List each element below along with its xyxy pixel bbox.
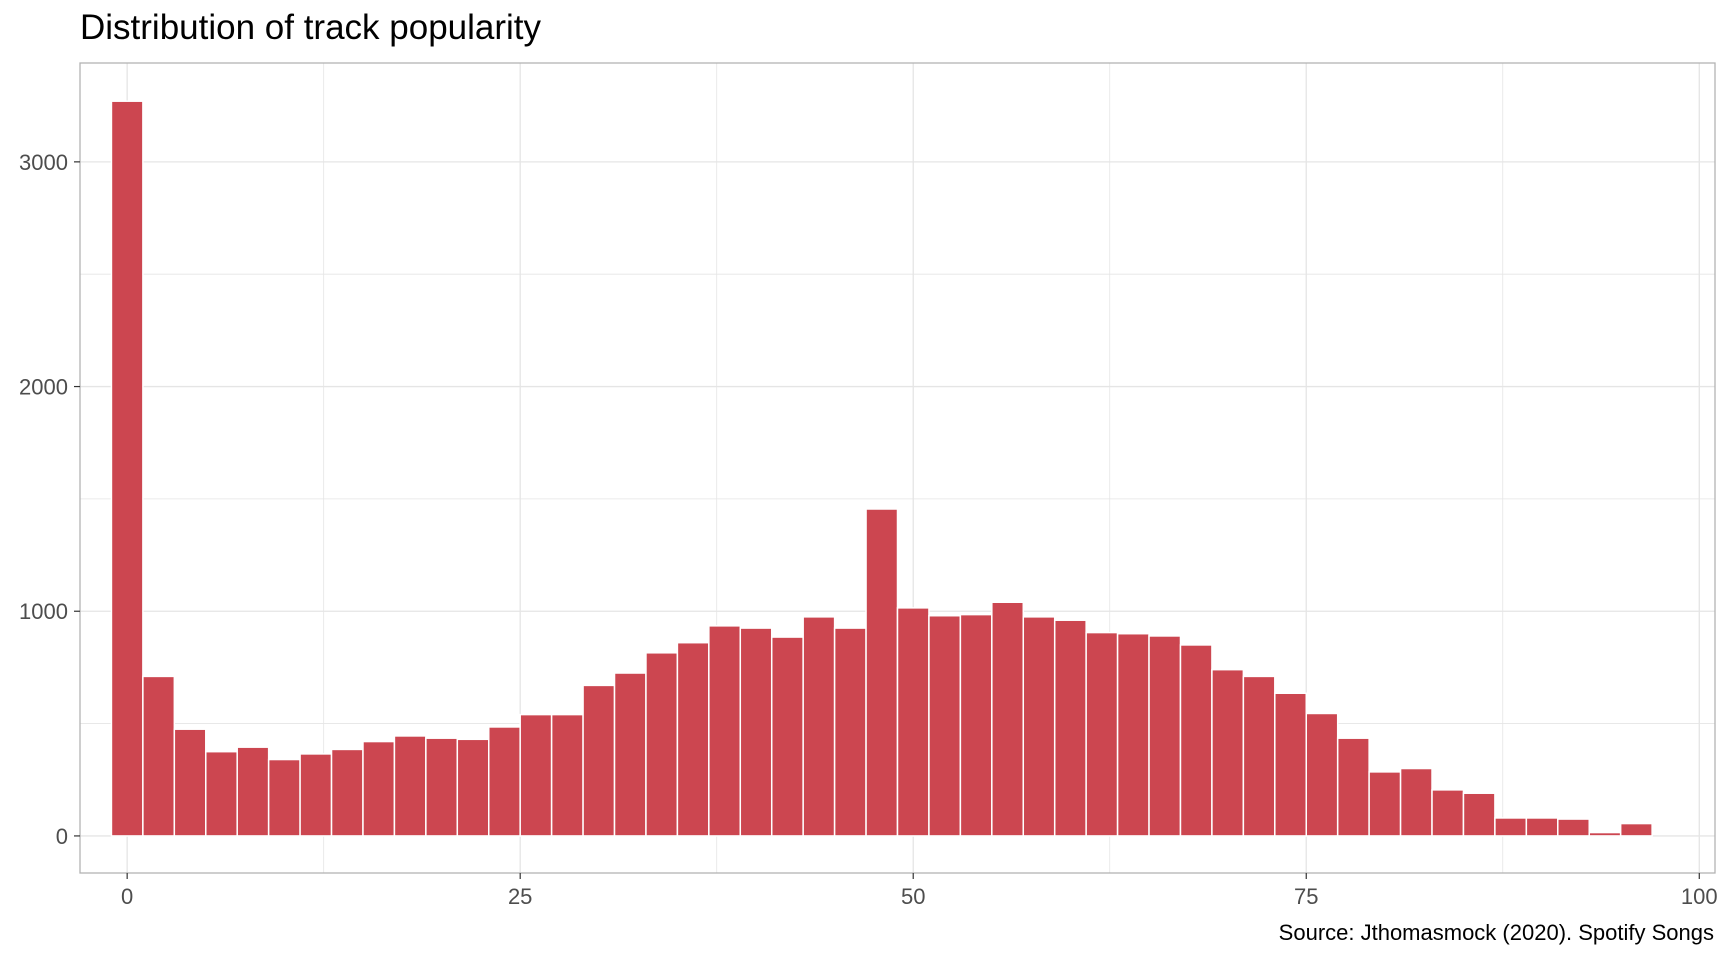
histogram-bar <box>613 672 647 837</box>
histogram-bar <box>205 750 238 837</box>
histogram-bar <box>1462 792 1496 837</box>
histogram-bar <box>1399 767 1433 837</box>
y-tick-label: 2000 <box>19 375 68 400</box>
histogram-bar <box>1179 644 1213 837</box>
histogram-bar <box>802 616 836 837</box>
x-tick-label: 50 <box>901 884 925 909</box>
histogram-bar <box>833 627 867 837</box>
histogram-bar <box>1053 619 1087 837</box>
histogram-bar <box>550 713 584 837</box>
histogram-bar <box>1274 692 1308 837</box>
chart-title: Distribution of track popularity <box>80 8 542 47</box>
histogram-bar <box>456 738 490 837</box>
histogram-bar <box>1116 632 1150 837</box>
histogram-bar <box>770 636 804 837</box>
histogram-bar <box>928 614 962 837</box>
y-tick-label: 0 <box>56 824 68 849</box>
histogram-bar <box>896 607 930 837</box>
histogram-bar <box>991 601 1025 837</box>
histogram-bar <box>1525 817 1559 837</box>
histogram-bar <box>1022 616 1056 837</box>
histogram-bar <box>1211 668 1245 837</box>
histogram-bar <box>1336 737 1370 837</box>
histogram-bars <box>110 100 1653 837</box>
x-tick-label: 0 <box>121 884 133 909</box>
x-tick-label: 100 <box>1681 884 1718 909</box>
y-axis: 0 1000 2000 3000 <box>19 150 80 849</box>
histogram-bar <box>1431 789 1465 837</box>
histogram-bar <box>645 652 679 837</box>
histogram-bar <box>1305 712 1339 837</box>
y-tick-label: 1000 <box>19 599 68 624</box>
panel-border <box>79 62 1716 874</box>
chart-caption: Source: Jthomasmock (2020). Spotify Song… <box>1278 920 1714 945</box>
minor-gridlines <box>80 63 1715 873</box>
histogram-bar <box>1588 831 1622 837</box>
y-tick-label: 3000 <box>19 150 68 175</box>
histogram-bar <box>142 675 176 837</box>
histogram-bar <box>1085 631 1119 837</box>
histogram-bar <box>173 728 207 837</box>
histogram-bar <box>110 100 144 837</box>
histogram-bar <box>1494 817 1528 837</box>
histogram-bar <box>1148 635 1182 837</box>
histogram-bar <box>362 740 396 837</box>
histogram-bar <box>299 753 333 837</box>
histogram-bar <box>582 684 616 837</box>
histogram-bar <box>865 508 899 837</box>
histogram-bar <box>393 735 427 837</box>
histogram-bar <box>488 726 521 837</box>
histogram-bar <box>236 746 270 837</box>
histogram-bar <box>959 613 993 837</box>
x-axis: 0 25 50 75 100 <box>121 873 1718 909</box>
histogram-bar <box>1619 822 1653 837</box>
histogram-bar <box>676 641 710 837</box>
histogram-bar <box>739 627 773 837</box>
histogram-bar <box>330 748 364 837</box>
histogram-bar <box>1242 675 1276 837</box>
x-tick-label: 75 <box>1294 884 1318 909</box>
x-tick-label: 25 <box>508 884 532 909</box>
histogram-bar <box>267 758 301 837</box>
histogram-bar <box>519 713 553 837</box>
histogram-bar <box>1368 771 1402 837</box>
histogram-bar <box>425 737 459 837</box>
histogram-bar <box>708 625 742 837</box>
histogram-bar <box>1557 818 1590 837</box>
